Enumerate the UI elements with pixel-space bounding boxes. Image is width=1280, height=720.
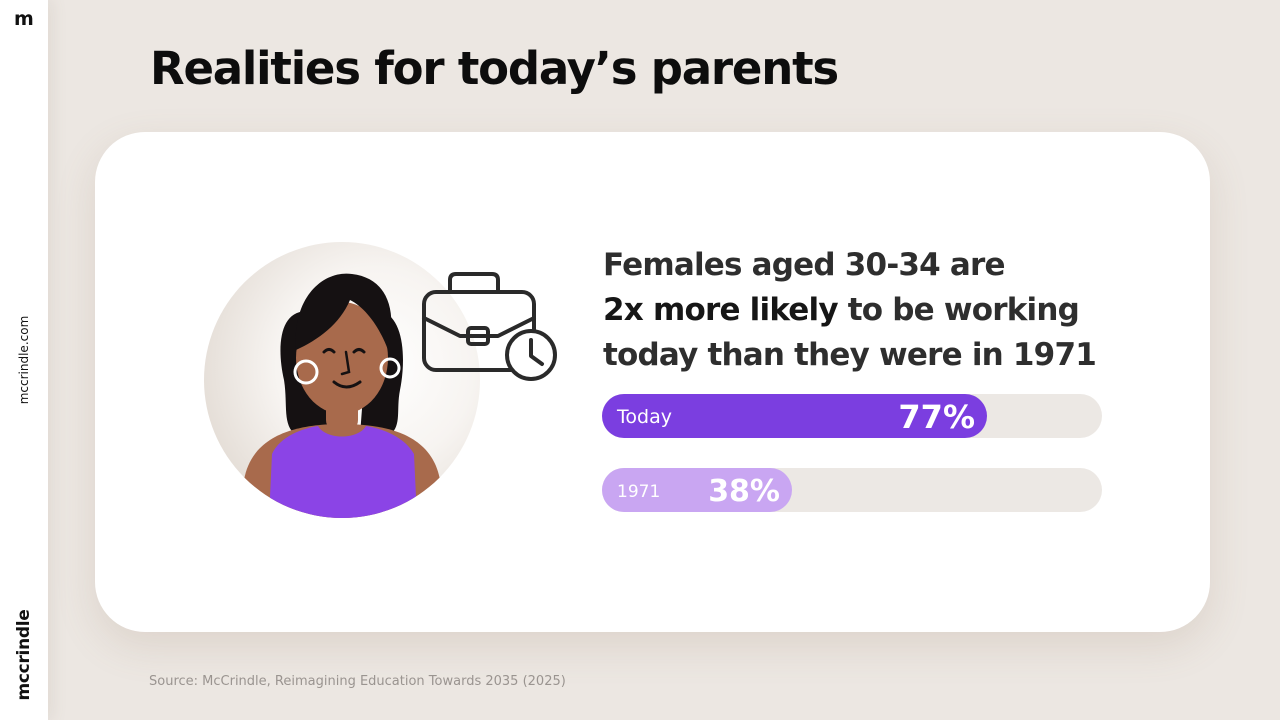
value-label-today: 77% <box>898 398 975 436</box>
brand-wordmark: mccrindle <box>14 609 34 701</box>
headline-line-3: today than they were in 1971 <box>603 337 1097 373</box>
brand-website: mccrindle.com <box>17 315 31 405</box>
brand-logo: m <box>14 8 34 30</box>
clock-icon <box>505 329 557 381</box>
person-illustration <box>244 273 440 518</box>
working-woman-illustration <box>204 242 557 518</box>
headline-emphasis: 2x more likely <box>603 292 839 328</box>
page-title: Realities for today’s parents <box>150 42 839 95</box>
headline-line-2: 2x more likely to be working <box>603 288 1163 333</box>
source-note: Source: McCrindle, Reimagining Education… <box>149 674 566 689</box>
headline-line-1: Females aged 30-34 are <box>603 247 1006 283</box>
category-label-today: Today <box>616 406 672 428</box>
brand-sidebar: m mccrindle.com mccrindle <box>0 0 48 720</box>
value-label-1971: 38% <box>708 474 780 509</box>
employment-bar-chart: Today 77% 1971 38% <box>602 394 1102 512</box>
category-label-1971: 1971 <box>617 482 660 502</box>
bar-today <box>602 394 987 438</box>
bar-1971 <box>602 468 792 512</box>
headline: Females aged 30-34 are 2x more likely to… <box>603 243 1163 378</box>
headline-line-2-rest: to be working <box>837 292 1080 328</box>
